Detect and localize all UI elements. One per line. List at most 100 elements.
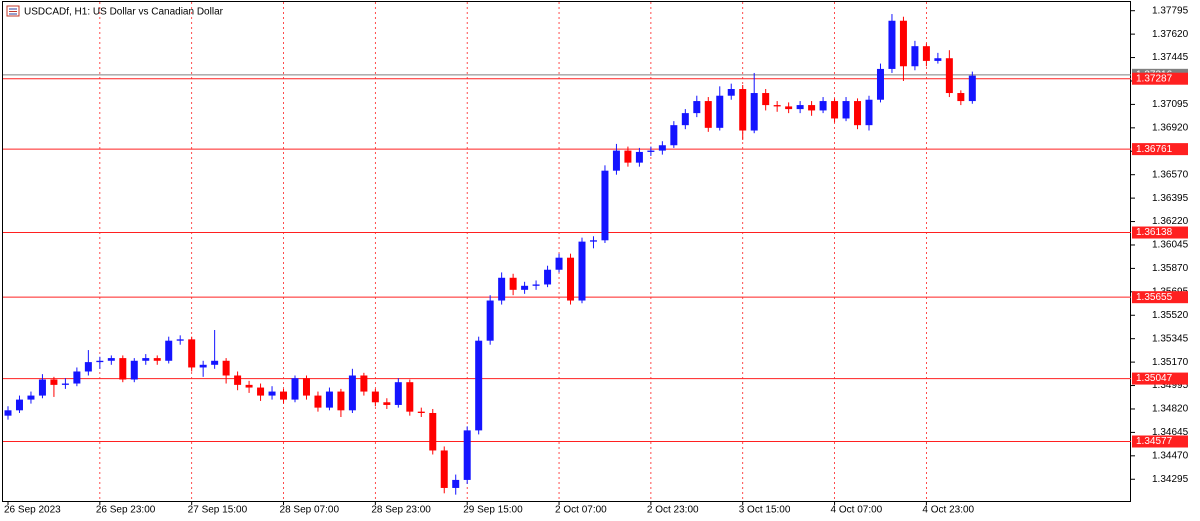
candle-body xyxy=(785,106,793,110)
y-tick-label: 1.35345 xyxy=(1152,333,1189,344)
candle-body xyxy=(475,340,483,431)
level-label: 1.37287 xyxy=(1136,73,1173,84)
candle-body xyxy=(302,378,310,396)
candle-body xyxy=(750,93,758,131)
candle-body xyxy=(15,399,23,411)
level-label-box xyxy=(1132,372,1188,385)
x-tick-label: 28 Sep 07:00 xyxy=(280,505,340,516)
y-tick-label: 1.37620 xyxy=(1152,29,1189,40)
candle-body xyxy=(257,387,265,396)
candle-body xyxy=(888,20,896,69)
candle-body xyxy=(727,89,735,96)
candle-body xyxy=(899,20,907,67)
candle-body xyxy=(658,145,666,151)
candle-body xyxy=(4,410,12,416)
candle-body xyxy=(934,58,942,61)
y-tick-label: 1.35170 xyxy=(1152,357,1189,368)
candle-body xyxy=(73,371,81,384)
candle-body xyxy=(865,99,873,126)
y-tick-label: 1.34470 xyxy=(1152,450,1189,461)
level-label: 1.36761 xyxy=(1136,144,1173,155)
candle-body xyxy=(876,68,884,100)
candle-body xyxy=(50,379,58,385)
candle-body xyxy=(383,402,391,405)
y-tick-label: 1.35870 xyxy=(1152,263,1189,274)
candle-body xyxy=(268,391,276,396)
levels xyxy=(3,74,1131,442)
candle-body xyxy=(371,391,379,403)
y-tick-label: 1.37095 xyxy=(1152,99,1189,110)
level-label-box xyxy=(1132,435,1188,448)
candle-body xyxy=(314,395,322,408)
level-label: 1.36138 xyxy=(1136,227,1173,238)
candle-body xyxy=(567,257,575,301)
x-tick-label: 4 Oct 07:00 xyxy=(831,505,883,516)
candle-body xyxy=(429,412,437,451)
candle-body xyxy=(348,375,356,411)
candle-body xyxy=(188,339,196,368)
candle-body xyxy=(681,113,689,126)
candle-body xyxy=(234,375,242,385)
candle-body xyxy=(831,101,839,119)
candle-body xyxy=(394,382,402,405)
axes: 1.377951.376201.374451.372701.370951.369… xyxy=(4,5,1189,515)
candle-body xyxy=(716,95,724,128)
candle-body xyxy=(211,360,219,365)
candle-body xyxy=(773,105,781,107)
candle-body xyxy=(222,360,230,376)
candle-body xyxy=(808,105,816,111)
candle-body xyxy=(337,391,345,411)
candle-body xyxy=(142,358,150,361)
candle-body xyxy=(739,89,747,131)
candle-body xyxy=(624,150,632,163)
candle-body xyxy=(406,382,414,412)
candle-body xyxy=(819,101,827,111)
candle-body xyxy=(486,300,494,341)
candle-body xyxy=(153,358,161,361)
candle-body xyxy=(670,125,678,146)
candle-body xyxy=(27,395,35,400)
candle-body xyxy=(957,93,965,102)
y-tick-label: 1.35520 xyxy=(1152,310,1189,321)
y-tick-label: 1.36045 xyxy=(1152,240,1189,251)
candle-body xyxy=(945,58,953,94)
candle-body xyxy=(647,150,655,152)
y-tick-label: 1.36570 xyxy=(1152,169,1189,180)
candle-body xyxy=(107,358,115,361)
candle-body xyxy=(280,391,288,400)
y-tick-label: 1.34295 xyxy=(1152,474,1189,485)
level-label-box xyxy=(1132,226,1188,239)
candle-body xyxy=(165,340,173,361)
candle-body xyxy=(612,150,620,171)
x-tick-label: 26 Sep 23:00 xyxy=(96,505,156,516)
x-tick-label: 4 Oct 23:00 xyxy=(922,505,974,516)
candle-body xyxy=(704,101,712,128)
level-label: 1.34577 xyxy=(1136,436,1173,447)
candle-body xyxy=(325,391,333,408)
symbol-icon xyxy=(6,5,20,17)
level-label-box xyxy=(1132,143,1188,156)
y-tick-label: 1.34995 xyxy=(1152,380,1189,391)
candle-body xyxy=(360,375,368,392)
grid xyxy=(99,2,927,500)
x-tick-label: 26 Sep 2023 xyxy=(4,505,61,516)
candle-body xyxy=(911,46,919,67)
candle-body xyxy=(452,479,460,488)
candle-body xyxy=(463,430,471,480)
candle-body xyxy=(842,101,850,119)
candle-body xyxy=(555,257,563,270)
x-tick-label: 3 Oct 15:00 xyxy=(739,505,791,516)
candle-body xyxy=(601,170,609,241)
y-tick-label: 1.37795 xyxy=(1152,5,1189,16)
x-tick-label: 27 Sep 15:00 xyxy=(188,505,248,516)
candle-body xyxy=(544,269,552,285)
candle-body xyxy=(417,411,425,413)
y-tick-label: 1.36395 xyxy=(1152,193,1189,204)
x-tick-label: 28 Sep 23:00 xyxy=(371,505,431,516)
candle-body xyxy=(854,101,862,126)
candle-body xyxy=(176,339,184,341)
y-tick-label: 1.37445 xyxy=(1152,52,1189,63)
candle-body xyxy=(589,240,597,242)
